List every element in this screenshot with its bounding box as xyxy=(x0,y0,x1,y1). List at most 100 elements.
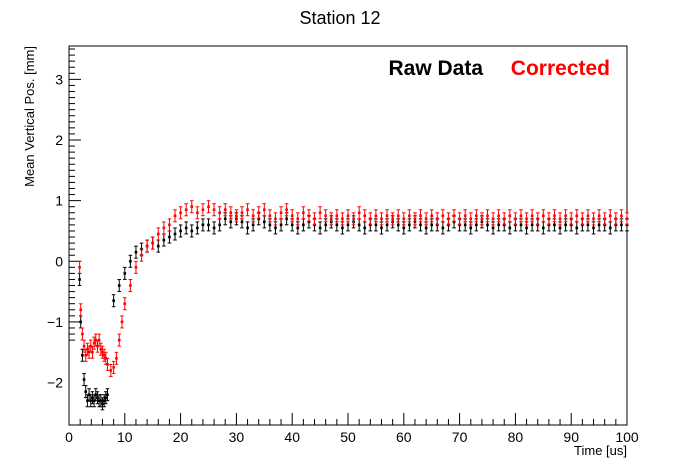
data-point xyxy=(134,245,138,259)
y-tick-label: 1 xyxy=(55,193,63,209)
data-point xyxy=(206,200,211,214)
data-point xyxy=(468,212,473,226)
data-point xyxy=(195,206,200,220)
data-point xyxy=(139,248,144,262)
data-point xyxy=(123,297,127,311)
data-point xyxy=(362,221,367,235)
data-point xyxy=(105,388,110,402)
data-point xyxy=(580,212,585,226)
data-point xyxy=(340,212,345,226)
plot-frame xyxy=(68,45,628,426)
data-point xyxy=(390,212,395,226)
data-point xyxy=(262,203,267,217)
y-axis-ticks: −2 −1 0 1 2 3 xyxy=(47,48,81,391)
data-point xyxy=(385,209,389,223)
data-point xyxy=(234,209,239,223)
data-point xyxy=(508,221,512,235)
data-point xyxy=(273,212,278,226)
data-point xyxy=(441,221,445,235)
data-point xyxy=(346,209,350,223)
data-point xyxy=(162,221,166,235)
data-point xyxy=(195,221,200,235)
data-point xyxy=(357,206,361,220)
data-point xyxy=(491,212,495,226)
data-point xyxy=(268,209,272,223)
data-point xyxy=(111,360,116,374)
data-point xyxy=(485,209,490,223)
data-point xyxy=(212,203,216,217)
data-point xyxy=(201,218,205,232)
data-point xyxy=(201,203,205,217)
data-point xyxy=(418,209,423,223)
data-point xyxy=(245,221,250,235)
data-point xyxy=(229,206,233,220)
y-axis-title: Mean Vertical Pos. [mm] xyxy=(22,46,37,187)
data-point xyxy=(111,294,116,308)
data-point xyxy=(541,209,546,223)
x-tick-label: 90 xyxy=(563,429,579,445)
data-point xyxy=(541,221,546,235)
data-point xyxy=(145,239,149,253)
x-tick-label: 10 xyxy=(117,429,133,445)
data-point xyxy=(123,266,127,280)
data-point xyxy=(591,212,596,226)
data-point xyxy=(245,203,250,217)
data-point xyxy=(279,206,283,220)
data-point xyxy=(368,212,373,226)
data-point xyxy=(614,212,618,226)
data-point xyxy=(128,254,133,268)
data-point xyxy=(90,345,95,359)
data-point xyxy=(78,315,83,329)
data-point xyxy=(80,327,85,341)
data-point xyxy=(178,206,183,220)
data-point xyxy=(508,209,512,223)
data-point xyxy=(117,279,122,293)
data-point xyxy=(217,218,222,232)
data-point xyxy=(558,212,562,226)
data-point xyxy=(563,209,568,223)
data-point xyxy=(602,212,607,226)
data-point xyxy=(502,212,507,226)
data-point xyxy=(212,221,216,235)
data-point xyxy=(162,233,166,247)
data-point xyxy=(379,212,384,226)
data-point xyxy=(173,209,177,223)
x-tick-label: 40 xyxy=(284,429,300,445)
y-tick-label: 2 xyxy=(55,132,63,148)
data-point xyxy=(318,206,322,220)
y-tick-label: −2 xyxy=(47,375,63,391)
data-point xyxy=(413,212,417,226)
data-point xyxy=(301,206,306,220)
data-point xyxy=(318,221,322,235)
data-point xyxy=(457,212,462,226)
x-tick-label: 70 xyxy=(452,429,468,445)
data-point xyxy=(167,230,172,244)
chart-title: Station 12 xyxy=(299,8,380,28)
data-point xyxy=(402,212,406,226)
data-point xyxy=(117,333,122,347)
data-point xyxy=(513,212,518,226)
data-point xyxy=(586,209,590,223)
data-point xyxy=(279,218,283,232)
data-point xyxy=(407,209,412,223)
data-point xyxy=(307,209,311,223)
data-point xyxy=(569,212,573,226)
data-point xyxy=(312,212,317,226)
data-point xyxy=(574,221,579,235)
data-point xyxy=(524,212,529,226)
data-point xyxy=(474,209,479,223)
data-point xyxy=(625,212,629,226)
data-point xyxy=(295,212,300,226)
data-point xyxy=(329,212,334,226)
data-point xyxy=(608,209,613,223)
y-tick-label: −1 xyxy=(47,314,63,330)
data-point xyxy=(184,203,188,217)
data-point xyxy=(189,224,194,238)
x-tick-label: 100 xyxy=(615,429,639,445)
data-point xyxy=(452,209,456,223)
legend-raw-data: Raw Data xyxy=(388,57,483,80)
data-point xyxy=(156,227,161,241)
data-point xyxy=(374,209,378,223)
data-point xyxy=(597,209,601,223)
data-point xyxy=(105,357,110,371)
